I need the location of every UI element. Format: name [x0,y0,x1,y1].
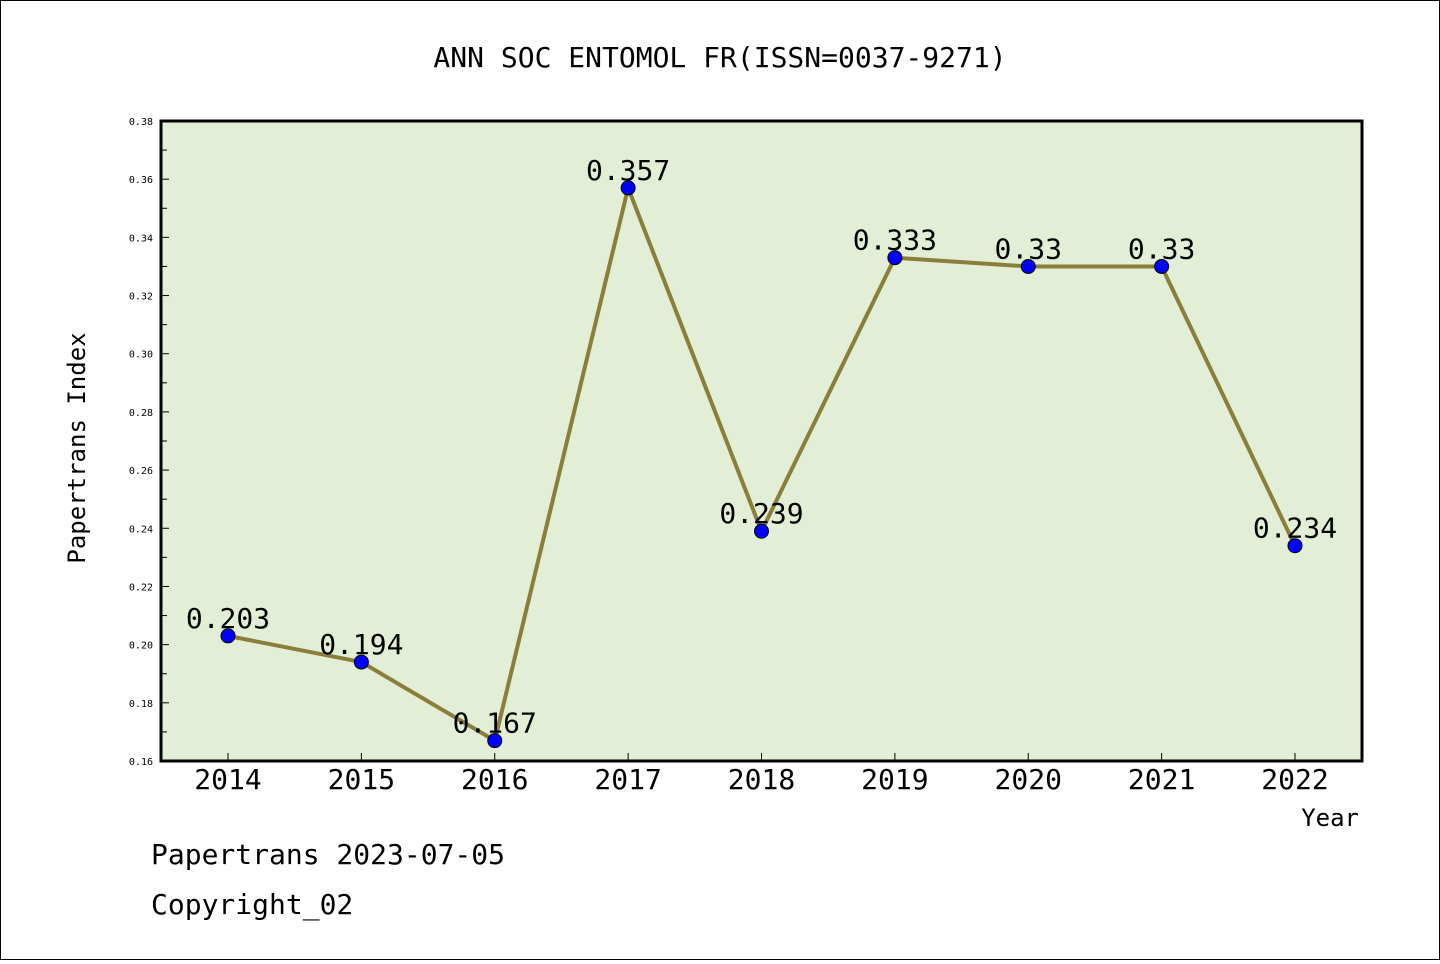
data-label: 0.203 [186,602,270,635]
y-tick-label: 0.26 [129,466,153,477]
y-tick-label: 0.32 [129,292,153,303]
x-tick-label: 2017 [594,763,661,796]
y-axis-label: Papertrans Index [63,332,91,563]
y-axis-ticks: 0.16 0.18 0.20 0.22 0.24 0.26 0.28 0.30 0.32 0.34… [129,117,169,768]
data-label: 0.234 [1253,512,1337,545]
plot-area [159,119,1364,763]
data-label: 0.33 [1128,232,1195,265]
data-point [1287,538,1303,554]
y-tick-label: 0.38 [129,117,153,128]
data-labels-group: 0.203 0.194 0.167 0.357 0.239 0.333 0.33 0.33 0.… [186,154,1337,740]
y-tick-label: 0.22 [129,582,153,593]
y-tick-label: 0.20 [129,641,153,652]
data-label: 0.167 [453,707,537,740]
data-label: 0.33 [995,232,1062,265]
series-group [220,180,1303,749]
footer-copyright: Copyright_02 [151,888,353,922]
x-tick-label: 2021 [1128,763,1195,796]
chart-title: ANN SOC ENTOMOL FR(ISSN=0037-9271) [433,41,1006,74]
data-point [1020,258,1036,274]
data-label: 0.357 [586,154,670,187]
x-tick-label: 2015 [328,763,395,796]
x-tick-label: 2020 [995,763,1062,796]
footer-date: Papertrans 2023-07-05 [151,838,505,871]
x-axis-ticks: 2014 2015 2016 2017 2018 2019 2020 2021 2022 [194,753,1329,796]
y-tick-label: 0.16 [129,757,153,768]
y-tick-label: 0.18 [129,699,153,710]
y-tick-label: 0.24 [129,524,153,535]
data-point [754,523,769,539]
data-label: 0.333 [853,224,937,257]
data-point [220,628,236,644]
data-point [887,250,903,266]
data-point [487,733,503,749]
x-tick-label: 2016 [461,763,528,796]
x-axis-label: Year [1301,804,1359,832]
x-tick-label: 2014 [194,763,261,796]
x-tick-label: 2022 [1261,763,1328,796]
y-tick-label: 0.30 [129,350,153,361]
data-point [1154,258,1170,274]
y-tick-label: 0.36 [129,175,153,186]
data-label: 0.194 [319,628,403,661]
x-tick-label: 2019 [861,763,928,796]
y-tick-label: 0.34 [129,233,153,244]
data-point [353,654,369,670]
x-tick-label: 2018 [728,763,795,796]
data-label: 0.239 [719,497,803,530]
y-tick-label: 0.28 [129,408,153,419]
data-point [620,180,636,196]
